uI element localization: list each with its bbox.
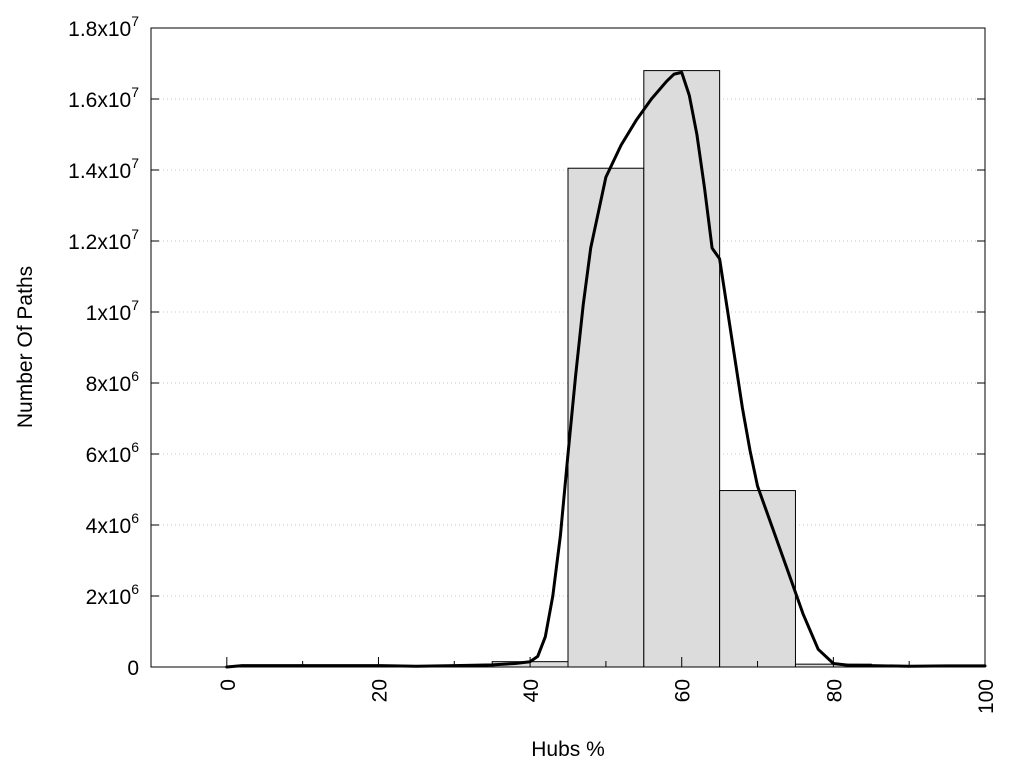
y-tick-label: 1.8x107 xyxy=(68,13,139,41)
density-curve-line xyxy=(225,70,987,669)
y-tick-exponent: 6 xyxy=(131,439,139,455)
y-tick-exponent: 7 xyxy=(131,155,139,171)
y-tick-label: 1.6x107 xyxy=(68,84,139,112)
density-curve xyxy=(225,70,987,669)
y-tick-mantissa: 1.4x10 xyxy=(68,160,131,183)
plot-frame xyxy=(150,27,986,668)
y-tick-exponent: 6 xyxy=(131,510,139,526)
y-tick-exponent: 7 xyxy=(131,13,139,29)
x-tick-label: 80 xyxy=(823,679,846,702)
x-tick-labels: 0 20 40 60 80 100 xyxy=(217,679,998,714)
y-tick-label: 4x106 xyxy=(86,510,140,538)
y-tick-mantissa: 1.8x10 xyxy=(68,18,131,41)
y-tick-exponent: 6 xyxy=(131,581,139,597)
y-tick-label: 1.4x107 xyxy=(68,155,139,183)
y-tick-label: 6x106 xyxy=(86,439,140,467)
histogram-bar xyxy=(567,167,645,668)
y-tick-label: 2x106 xyxy=(86,581,140,609)
y-tick-mantissa: 1.6x10 xyxy=(68,89,131,112)
y-axis-title: Number Of Paths xyxy=(14,266,37,428)
y-tick-labels: 02x1064x1066x1068x1061x1071.2x1071.4x107… xyxy=(68,13,139,680)
y-tick-mantissa: 8x10 xyxy=(86,373,132,396)
y-tick-label: 8x106 xyxy=(86,368,140,396)
y-tick-mantissa: 6x10 xyxy=(86,444,132,467)
x-tick-label: 20 xyxy=(368,679,391,702)
y-tick-mantissa: 0 xyxy=(127,657,139,680)
y-tick-mantissa: 4x10 xyxy=(86,515,132,538)
y-tick-label: 1.2x107 xyxy=(68,226,139,254)
y-tick-exponent: 7 xyxy=(131,297,139,313)
x-axis-title: Hubs % xyxy=(531,738,605,761)
y-tick-exponent: 6 xyxy=(131,368,139,384)
axis-ticks xyxy=(151,27,985,668)
y-tick-label: 1x107 xyxy=(86,297,140,325)
y-tick-mantissa: 1x10 xyxy=(86,302,132,325)
x-tick-label: 0 xyxy=(217,679,240,691)
y-tick-exponent: 7 xyxy=(131,84,139,100)
x-tick-label: 100 xyxy=(975,679,998,714)
x-tick-label: 40 xyxy=(520,679,543,702)
y-tick-label: 0 xyxy=(127,657,139,680)
histogram-bar xyxy=(643,70,721,668)
y-tick-mantissa: 2x10 xyxy=(86,586,132,609)
histogram-bar xyxy=(719,490,796,668)
x-tick-label: 60 xyxy=(672,679,695,702)
bars xyxy=(491,70,872,668)
y-tick-mantissa: 1.2x10 xyxy=(68,231,131,254)
y-tick-exponent: 7 xyxy=(131,226,139,242)
